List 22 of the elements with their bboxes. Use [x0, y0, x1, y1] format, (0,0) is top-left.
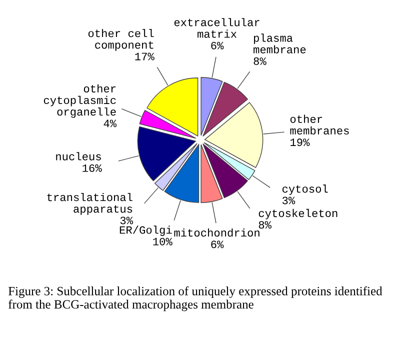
- slice-label: other membranes: [290, 114, 349, 135]
- slice-label: other cell component: [88, 29, 154, 51]
- caption: Figure 3: Subcellular localization of uniquely expressed proteins identified from the BCG-activated macrophages membrane: [8, 286, 382, 312]
- data-label: 8%: [258, 221, 272, 229]
- slice-label: plasma membrane: [254, 34, 306, 54]
- data-label: 3%: [120, 216, 134, 224]
- legend-label: nucleus: [56, 152, 101, 160]
- slice-label: other cytoplasmic organelle: [44, 84, 116, 118]
- slice-label: cytosol: [282, 184, 328, 195]
- data-label: 6%: [211, 240, 224, 248]
- slice-label: ER/Golgi: [120, 226, 172, 236]
- data-label: 19%: [290, 138, 310, 146]
- data-label: 6%: [211, 42, 224, 50]
- slice-label: cytoskeleton: [258, 208, 338, 220]
- slice-label: translational apparatus: [47, 192, 132, 215]
- slice-label: mitochondrion: [174, 228, 260, 237]
- data-label: 10%: [153, 238, 172, 246]
- data-label: 8%: [254, 57, 266, 65]
- data-label: 17%: [135, 52, 154, 60]
- data-label: 16%: [82, 164, 102, 172]
- data-label: 4%: [104, 120, 117, 128]
- data-label: 3%: [282, 196, 296, 204]
